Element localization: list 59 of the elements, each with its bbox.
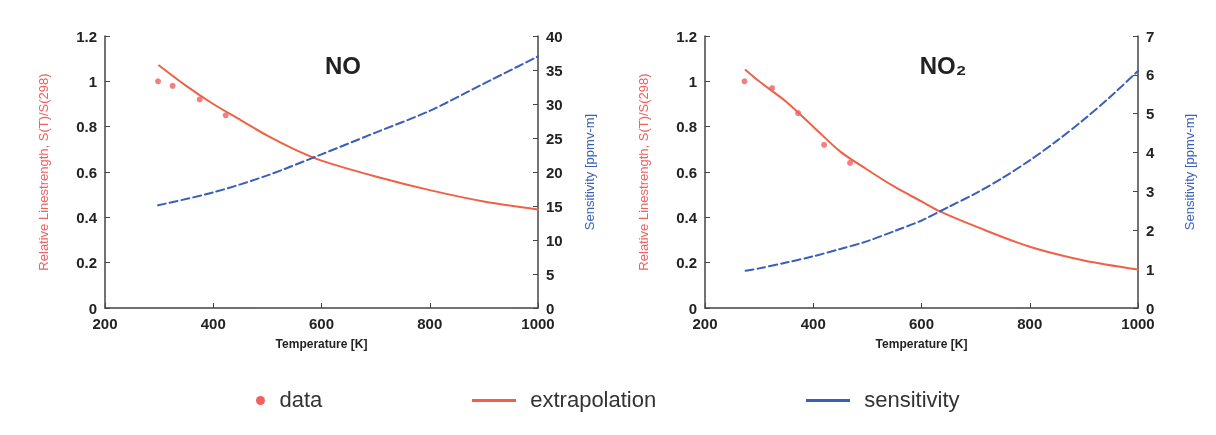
y2-tick-label: 6: [1146, 66, 1155, 84]
x-tick-label: 800: [1017, 315, 1043, 332]
text: NO: [325, 51, 361, 79]
y-tick-label: 0: [688, 299, 697, 317]
x-tick-label: 400: [800, 315, 826, 332]
y-tick-label: 0.2: [676, 254, 697, 272]
y-tick-label: 0.4: [676, 208, 698, 226]
y2-tick-label: 10: [546, 231, 563, 249]
y-tick-label: 0.4: [76, 208, 98, 226]
point: [821, 141, 828, 148]
y-tick-label: 0.6: [676, 163, 697, 181]
y2-tick-label: 40: [546, 27, 563, 45]
y-tick-label: 1: [688, 72, 697, 90]
legend-label: sensitivity: [864, 387, 960, 413]
x-axis-title: Temperature [K]: [875, 337, 968, 351]
y-tick-label: 0.8: [76, 118, 97, 136]
y-axis-title: Relative Linestrength, S(T)/S(298): [636, 73, 651, 271]
y-tick-label: 0.6: [76, 163, 97, 181]
y2-tick-label: 4: [1146, 144, 1155, 162]
y-axis-title: Relative Linestrength, S(T)/S(298): [36, 73, 51, 271]
x-tick-label: 800: [417, 315, 443, 332]
point: [769, 85, 776, 92]
y-tick-label: 0.8: [676, 118, 697, 136]
y-tick-label: 1: [88, 72, 97, 90]
point: [155, 78, 162, 85]
y2-tick-label: 7: [1146, 27, 1155, 45]
legend-label: data: [279, 387, 323, 413]
x-tick-label: 600: [308, 315, 335, 332]
y2-tick-label: 0: [546, 299, 555, 317]
y2-tick-label: 20: [546, 163, 563, 181]
y2-tick-label: 0: [1146, 299, 1155, 317]
y2-tick-label: 1: [1146, 260, 1155, 278]
y2-tick-label: 2: [1146, 221, 1155, 239]
x-tick-label: 1000: [1121, 315, 1155, 332]
x-tick-label: 400: [200, 315, 226, 332]
text: NO₂: [919, 51, 967, 79]
x-tick-label: 1000: [521, 315, 555, 332]
y2-tick-label: 3: [1146, 182, 1155, 200]
y2-tick-label: 15: [546, 197, 563, 215]
point: [222, 112, 229, 119]
y-tick-label: 1.2: [76, 27, 97, 45]
y2-axis-title: Sensitivity [ppmv-m]: [582, 113, 597, 231]
legend-label: extrapolation: [530, 387, 657, 413]
y-tick-label: 1.2: [676, 27, 697, 45]
x-tick-label: 200: [92, 315, 118, 332]
point: [169, 82, 176, 89]
y-tick-label: 0: [88, 299, 97, 317]
y2-tick-label: 35: [546, 61, 563, 79]
y2-tick-label: 30: [546, 95, 563, 113]
point: [795, 110, 802, 117]
y2-tick-label: 5: [1146, 105, 1155, 123]
y2-tick-label: 25: [546, 129, 563, 147]
x-tick-label: 200: [692, 315, 718, 332]
y-tick-label: 0.2: [76, 254, 97, 272]
x-tick-label: 600: [908, 315, 935, 332]
x-axis-title: Temperature [K]: [275, 337, 368, 351]
y2-axis-title: Sensitivity [ppmv-m]: [1182, 113, 1197, 231]
point: [847, 159, 854, 166]
y2-tick-label: 5: [546, 265, 555, 283]
